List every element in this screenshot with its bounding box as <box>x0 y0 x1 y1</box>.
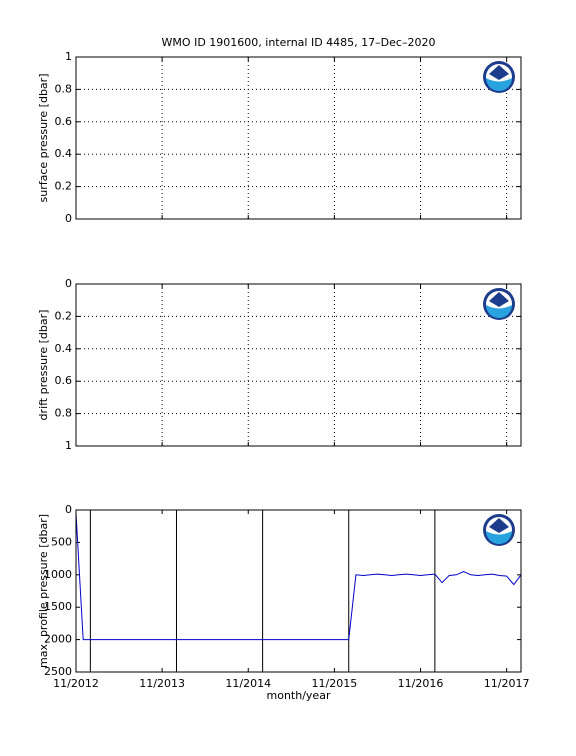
axes-frame <box>75 283 522 447</box>
y-tick-label: 1000 <box>44 568 72 581</box>
plot-area <box>76 510 521 672</box>
y-tick-label: 0.8 <box>55 82 73 95</box>
y-tick-label: 0.4 <box>55 342 73 355</box>
y-tick-label: 0 <box>65 503 72 516</box>
x-tick-label: 11/2013 <box>139 677 185 690</box>
y-axis-label: drift pressure [dbar] <box>37 310 50 421</box>
x-tick-label: 11/2016 <box>398 677 444 690</box>
y-tick-label: 0 <box>65 212 72 225</box>
y-tick-label: 0.6 <box>55 374 73 387</box>
plot-area <box>76 57 521 219</box>
y-tick-label: 0.2 <box>55 309 73 322</box>
y-axis-label: surface pressure [dbar] <box>37 74 50 203</box>
y-tick-label: 500 <box>51 535 72 548</box>
noaa-logo <box>483 514 515 546</box>
y-tick-label: 2500 <box>44 665 72 678</box>
y-tick-label: 0.8 <box>55 407 73 420</box>
data-line <box>75 513 522 641</box>
x-axis-label: month/year <box>267 689 331 702</box>
chart-title: WMO ID 1901600, internal ID 4485, 17–Dec… <box>162 36 436 49</box>
logo-bird <box>489 292 509 307</box>
logo-wave <box>486 305 512 318</box>
x-tick-label: 11/2015 <box>312 677 358 690</box>
axes-frame <box>75 56 522 220</box>
logo-wave <box>486 78 512 91</box>
y-tick-label: 0.4 <box>55 147 73 160</box>
logo-wave <box>486 531 512 544</box>
logo-bird <box>489 65 509 80</box>
y-tick-label: 1 <box>65 439 72 452</box>
x-tick-label: 11/2014 <box>225 677 271 690</box>
noaa-logo <box>483 288 515 320</box>
axes-frame <box>75 509 522 673</box>
y-tick-label: 0.2 <box>55 180 73 193</box>
y-axis-label: max. profile pressure [dbar] <box>37 514 50 668</box>
x-tick-label: 11/2012 <box>53 677 99 690</box>
noaa-logo <box>483 61 515 93</box>
y-tick-label: 1500 <box>44 600 72 613</box>
plot-area <box>76 284 521 446</box>
y-tick-label: 1 <box>65 50 72 63</box>
y-tick-label: 2000 <box>44 633 72 646</box>
x-tick-label: 11/2017 <box>484 677 530 690</box>
y-tick-label: 0 <box>65 277 72 290</box>
logo-bird <box>489 518 509 533</box>
y-tick-label: 0.6 <box>55 115 73 128</box>
